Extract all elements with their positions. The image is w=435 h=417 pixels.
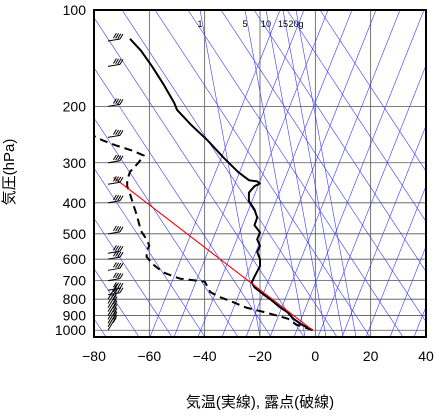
y-tick-label-900: 900 [63,308,87,324]
y-tick-label-600: 600 [63,251,87,267]
isotherm-line [94,117,239,337]
isotherm-line [154,10,371,337]
mixing-ratio-line [199,10,261,337]
y-tick-label-700: 700 [63,273,87,289]
mixing-ratio-label: 5 [242,19,247,29]
x-axis-label: 気温(実線), 露点(破線) [186,394,334,411]
temperature-line [129,38,314,332]
adiabat-line [341,124,426,337]
x-tick-label-2: −40 [193,348,217,364]
y-tick-label-400: 400 [63,195,87,211]
mixing-ratio-label: 20g [288,19,303,29]
adiabat-line [197,10,329,337]
wind-barb [107,225,124,235]
x-tick-labels: −80 −60 −40 −20 0 20 40 [82,348,434,364]
isotherm-line [94,268,140,337]
isotherm-line [319,10,426,172]
wind-barb [107,176,124,185]
mixing-ratio-labels: 1 5 10 15 20g [197,19,303,29]
dewpoint-line [94,134,313,332]
adiabat-line [389,245,426,337]
wind-barb [107,245,124,254]
wind-barb [107,251,124,260]
wind-barbs [107,32,124,331]
wind-barb [107,154,124,164]
wind-barb [107,296,118,312]
adiabat-line [293,10,425,337]
wind-barb [107,58,124,67]
mixing-ratio-label: 15 [278,19,288,29]
wind-barb [107,129,124,138]
wind-barb [107,32,124,42]
mixing-ratio-line [282,10,344,337]
adiabat-line [413,306,426,337]
isotherm-line [187,10,404,337]
x-tick-label-6: 40 [418,348,434,364]
mixing-ratio-line [295,10,357,337]
adiabat-line [365,185,426,337]
wind-barb [107,300,118,316]
isotherm-line [253,10,426,273]
isotherm-line [220,10,426,323]
x-tick-label-0: −80 [82,348,106,364]
plot-frame [93,9,427,338]
isotherm-line [286,10,426,222]
wind-barb [107,314,118,331]
grid-layer [94,10,426,337]
y-tick-label-200: 200 [63,98,87,114]
mixing-ratio-label: 1 [197,19,202,29]
series-layer [94,38,314,332]
mixing-ratio-label: 10 [261,19,271,29]
y-tick-label-1000: 1000 [55,322,86,338]
x-tick-label-1: −60 [137,348,161,364]
adiabat-line [221,10,353,337]
x-tick-label-4: 0 [311,348,319,364]
wind-barb [107,262,124,271]
y-tick-label-500: 500 [63,226,87,242]
wind-barb [107,194,124,204]
parcel-line [113,176,313,331]
adiabat-line [149,10,281,337]
isotherm-line [94,217,173,337]
wind-barb [107,307,118,324]
adiabat-line [317,64,426,337]
adiabat-line [245,10,377,337]
wind-barb [107,311,118,327]
x-tick-label-3: −20 [248,348,272,364]
isotherm-line [94,167,206,337]
y-tick-label-800: 800 [63,291,87,307]
wind-barb [107,98,124,107]
y-axis-label: 気圧(hPa) [1,139,18,206]
isotherm-line [121,10,338,337]
y-tick-label-100: 100 [63,2,87,18]
y-tick-label-300: 300 [63,155,87,171]
wind-barb [107,272,124,282]
mixing-ratio-line [244,10,306,337]
mixing-ratio-line [265,10,327,337]
wind-barb [107,282,124,291]
isotherm-line [94,17,305,337]
isotherm-line [94,67,272,337]
x-tick-label-5: 20 [363,348,379,364]
background-lines [94,10,426,337]
wind-barb [107,304,118,320]
adiabat-line [269,10,401,337]
